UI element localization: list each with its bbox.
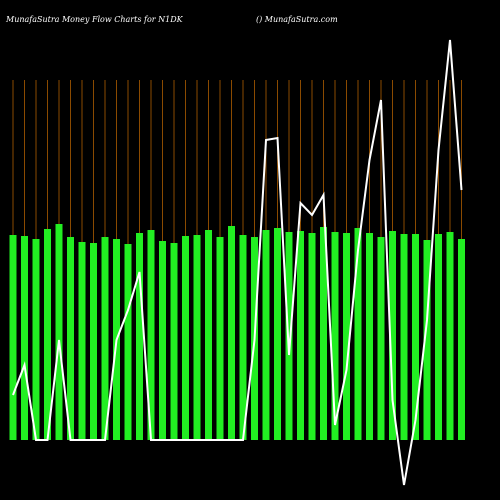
- bar: [389, 231, 396, 440]
- chart-title: MunafaSutra Money Flow Charts for N1DK: [5, 15, 184, 24]
- bar: [44, 229, 51, 440]
- bar: [147, 230, 155, 440]
- bar: [458, 239, 465, 440]
- bar: [193, 235, 201, 440]
- bar: [170, 243, 178, 440]
- bar: [205, 230, 212, 440]
- bar: [21, 236, 28, 440]
- bar: [67, 237, 74, 440]
- bar: [228, 226, 235, 440]
- bar: [55, 224, 63, 440]
- bar: [354, 228, 362, 440]
- bar: [32, 239, 40, 440]
- chart-subtitle: () MunafaSutra.com: [256, 15, 338, 24]
- bar: [343, 233, 350, 440]
- bar: [78, 242, 86, 440]
- bar: [435, 234, 442, 440]
- bar: [216, 237, 224, 440]
- bar: [320, 227, 327, 440]
- bar: [262, 230, 270, 440]
- bar: [239, 235, 247, 440]
- bar: [136, 233, 143, 440]
- bar: [377, 237, 385, 440]
- bar: [331, 232, 339, 440]
- bar: [9, 235, 17, 440]
- bar: [101, 237, 109, 440]
- bar: [274, 228, 281, 440]
- bar: [182, 236, 189, 440]
- bar: [366, 233, 373, 440]
- bar: [400, 234, 408, 440]
- bar: [124, 244, 132, 440]
- money-flow-line: [12, 39, 463, 486]
- bar: [423, 240, 431, 440]
- bar: [90, 243, 97, 440]
- bar: [308, 233, 316, 440]
- bar: [285, 232, 293, 440]
- bar: [297, 231, 304, 440]
- bar: [446, 232, 454, 440]
- bar: [412, 234, 419, 440]
- bar: [159, 241, 166, 440]
